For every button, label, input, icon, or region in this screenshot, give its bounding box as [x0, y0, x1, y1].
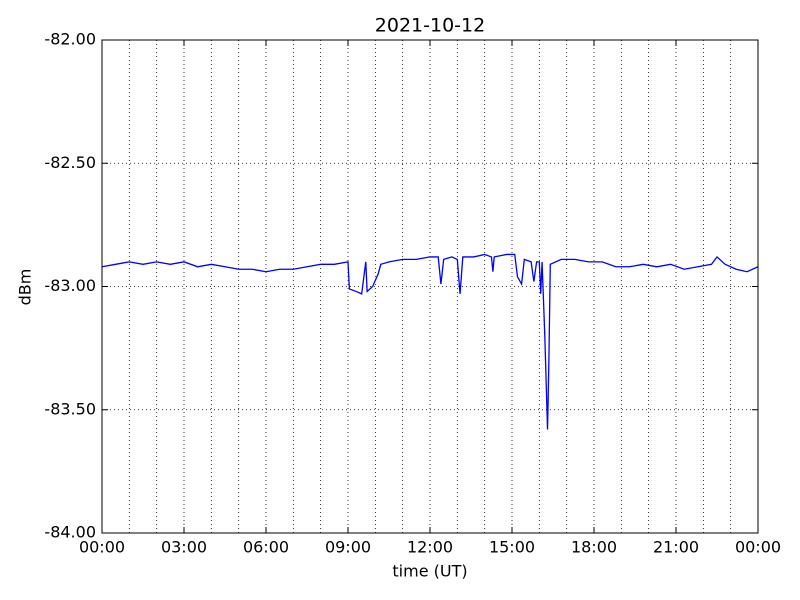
x-tick-label: 21:00: [653, 538, 699, 557]
x-axis-label: time (UT): [392, 562, 467, 581]
y-tick-label: -83.00: [44, 276, 96, 295]
y-axis-label: dBm: [16, 269, 35, 306]
x-tick-label: 09:00: [325, 538, 371, 557]
x-tick-label: 03:00: [161, 538, 207, 557]
x-tick-label: 18:00: [571, 538, 617, 557]
y-tick-label: -83.50: [44, 399, 96, 418]
x-tick-label: 12:00: [407, 538, 453, 557]
data-line: [101, 253, 759, 430]
y-tick-label: -82.50: [44, 153, 96, 172]
x-tick-label: 06:00: [243, 538, 289, 557]
x-tick-label: 15:00: [489, 538, 535, 557]
plot-frame: [101, 39, 759, 534]
y-tick-label: -84.00: [44, 523, 96, 542]
x-tick-label: 00:00: [79, 538, 125, 557]
chart-title: 2021-10-12: [375, 15, 485, 37]
x-tick-label: 00:00: [735, 538, 781, 557]
y-tick-label: -82.00: [44, 30, 96, 49]
